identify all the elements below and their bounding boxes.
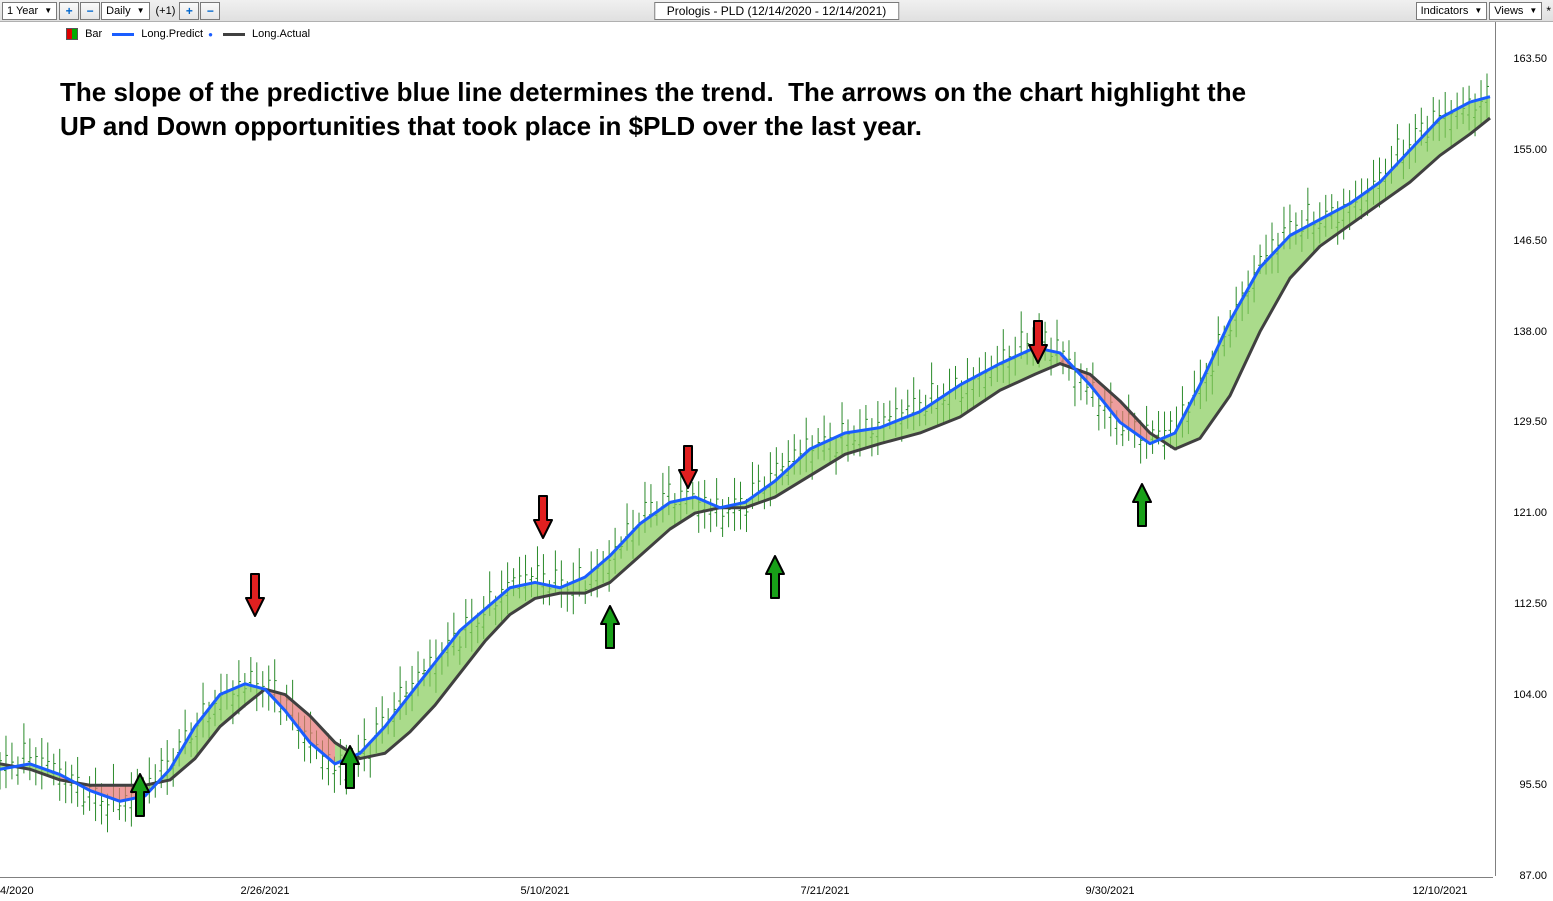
arrow-down-icon bbox=[244, 570, 266, 618]
arrow-down-icon bbox=[677, 442, 699, 490]
interval-value: Daily bbox=[106, 5, 130, 17]
x-tick-label: 9/30/2021 bbox=[1086, 885, 1135, 897]
offset-plus-button[interactable]: + bbox=[179, 2, 199, 20]
arrow-up-icon bbox=[764, 554, 786, 602]
arrow-up-icon bbox=[339, 744, 361, 792]
y-tick-label: 104.00 bbox=[1513, 689, 1547, 701]
chevron-down-icon: ▼ bbox=[44, 6, 52, 15]
views-label: Views bbox=[1494, 5, 1523, 17]
arrow-up-icon bbox=[129, 772, 151, 820]
y-tick-label: 87.00 bbox=[1519, 870, 1547, 882]
x-axis: 4/2020 2/26/2021 5/10/2021 7/21/2021 9/30/20… bbox=[0, 877, 1493, 901]
indicators-label: Indicators bbox=[1421, 5, 1469, 17]
indicators-select[interactable]: Indicators ▼ bbox=[1416, 2, 1488, 20]
x-tick-label: 2/26/2021 bbox=[241, 885, 290, 897]
x-tick-label: 12/10/2021 bbox=[1412, 885, 1467, 897]
y-axis: 87.0095.50104.00112.50121.00129.50138.00… bbox=[1495, 22, 1553, 876]
y-tick-label: 95.50 bbox=[1519, 779, 1547, 791]
interval-select[interactable]: Daily ▼ bbox=[101, 2, 149, 20]
range-select[interactable]: 1 Year ▼ bbox=[2, 2, 57, 20]
x-tick-label: 5/10/2021 bbox=[521, 885, 570, 897]
chart-title: Prologis - PLD (12/14/2020 - 12/14/2021) bbox=[654, 2, 899, 20]
y-tick-label: 121.00 bbox=[1513, 507, 1547, 519]
y-tick-label: 146.50 bbox=[1513, 235, 1547, 247]
arrow-down-icon bbox=[1027, 317, 1049, 365]
y-tick-label: 155.00 bbox=[1513, 144, 1547, 156]
chevron-down-icon: ▼ bbox=[1529, 6, 1537, 15]
toolbar-right: Indicators ▼ Views ▼ * bbox=[1416, 2, 1551, 20]
arrow-down-icon bbox=[532, 492, 554, 540]
toolbar-center: Prologis - PLD (12/14/2020 - 12/14/2021) bbox=[654, 2, 899, 20]
zoom-in-button[interactable]: + bbox=[59, 2, 79, 20]
range-value: 1 Year bbox=[7, 5, 38, 17]
dirty-indicator: * bbox=[1546, 4, 1551, 18]
y-tick-label: 129.50 bbox=[1513, 416, 1547, 428]
y-tick-label: 163.50 bbox=[1513, 53, 1547, 65]
price-chart bbox=[0, 22, 1493, 876]
annotation-text: The slope of the predictive blue line de… bbox=[60, 76, 1260, 144]
offset-minus-button[interactable]: − bbox=[200, 2, 220, 20]
x-tick-label: 7/21/2021 bbox=[801, 885, 850, 897]
offset-label: (+1) bbox=[156, 5, 176, 17]
toolbar: 1 Year ▼ + − Daily ▼ (+1) + − Prologis -… bbox=[0, 0, 1553, 22]
x-tick-label: 4/2020 bbox=[0, 885, 34, 897]
arrow-up-icon bbox=[599, 604, 621, 652]
chevron-down-icon: ▼ bbox=[137, 6, 145, 15]
zoom-out-button[interactable]: − bbox=[80, 2, 100, 20]
views-select[interactable]: Views ▼ bbox=[1489, 2, 1542, 20]
y-tick-label: 112.50 bbox=[1514, 598, 1547, 610]
chevron-down-icon: ▼ bbox=[1474, 6, 1482, 15]
y-tick-label: 138.00 bbox=[1513, 326, 1547, 338]
arrow-up-icon bbox=[1131, 482, 1153, 530]
